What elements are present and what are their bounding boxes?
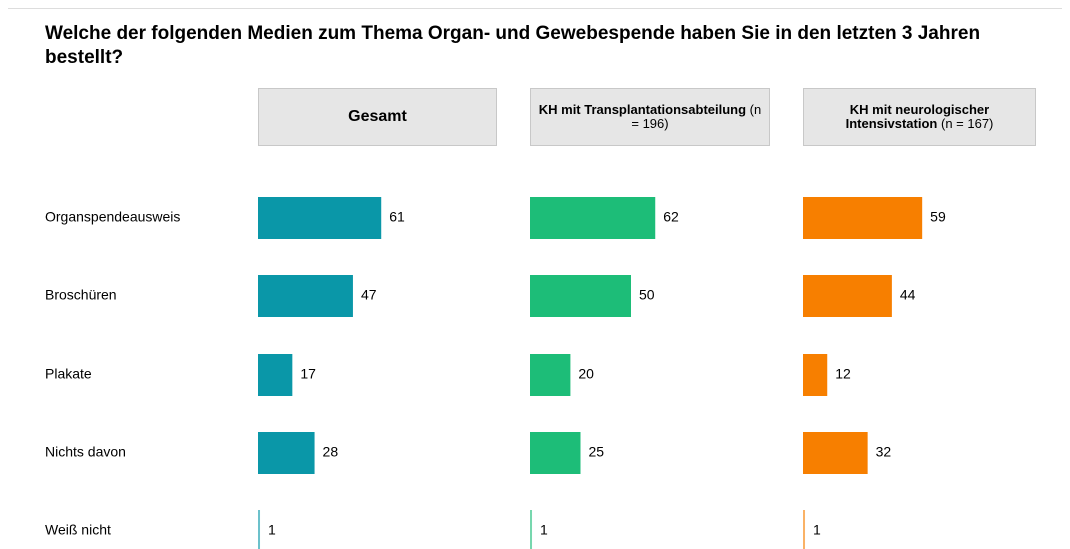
bar (530, 197, 656, 239)
value-label: 61 (389, 209, 405, 225)
legend-header: Gesamt (258, 88, 497, 146)
value-label: 50 (639, 287, 655, 303)
value-label: 25 (589, 444, 605, 460)
category-label: Broschüren (45, 287, 117, 303)
sample-size: (n = 167) (940, 116, 994, 131)
legend-text: KH mit Transplantationsabteilung (n = 19… (535, 103, 765, 131)
bar (258, 432, 315, 474)
bar (258, 354, 293, 396)
bar (258, 510, 261, 549)
legend-header: KH mit neurologischer Intensivstation (n… (803, 88, 1036, 146)
value-label: 28 (323, 444, 339, 460)
bar (258, 275, 353, 317)
legend-text: Gesamt (348, 108, 407, 125)
category-label: Plakate (45, 366, 92, 382)
top-rule (8, 8, 1062, 9)
value-label: 32 (876, 444, 892, 460)
bar (803, 354, 828, 396)
value-label: 20 (578, 366, 594, 382)
value-label: 1 (540, 522, 548, 538)
category-label: Organspendeausweis (45, 209, 180, 225)
value-label: 59 (930, 209, 946, 225)
bar (803, 275, 892, 317)
value-label: 47 (361, 287, 377, 303)
value-label: 12 (835, 366, 851, 382)
value-label: 62 (663, 209, 679, 225)
bar (530, 354, 571, 396)
bar (803, 510, 806, 549)
category-label: Nichts davon (45, 444, 126, 460)
legend-header: KH mit Transplantationsabteilung (n = 19… (530, 88, 770, 146)
legend-text: KH mit neurologischer Intensivstation (n… (807, 103, 1032, 131)
bar (530, 510, 533, 549)
bar (530, 432, 581, 474)
series-name: Gesamt (348, 108, 407, 125)
bar (530, 275, 631, 317)
sample-size: (n = 196) (631, 102, 762, 131)
value-label: 1 (268, 522, 276, 538)
chart-title: Welche der folgenden Medien zum Thema Or… (45, 23, 981, 68)
value-label: 17 (300, 366, 316, 382)
value-label: 44 (900, 287, 916, 303)
series-name: KH mit neurologischer Intensivstation (845, 102, 990, 131)
series-name: KH mit Transplantationsabteilung (538, 102, 747, 117)
bar (803, 197, 923, 239)
category-label: Weiß nicht (45, 522, 111, 538)
value-label: 1 (813, 522, 821, 538)
bar (803, 432, 868, 474)
bar (258, 197, 382, 239)
